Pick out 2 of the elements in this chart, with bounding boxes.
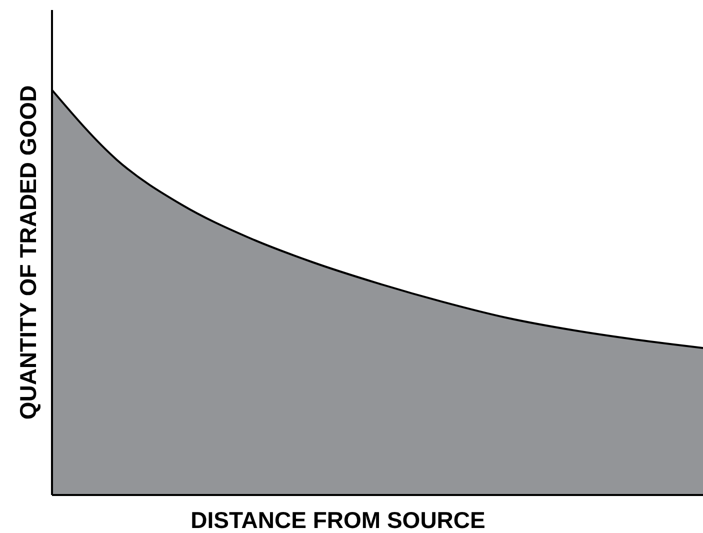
x-axis-title: DISTANCE FROM SOURCE	[190, 507, 486, 533]
y-axis-title: QUANTITY OF TRADED GOOD	[15, 85, 41, 420]
